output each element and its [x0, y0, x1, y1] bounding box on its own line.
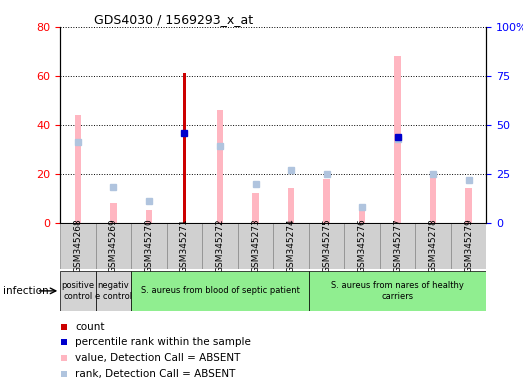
Text: GSM345270: GSM345270	[144, 218, 153, 273]
Text: GSM345274: GSM345274	[287, 218, 295, 273]
Bar	[344, 223, 380, 269]
Bar	[274, 223, 309, 269]
Bar	[146, 210, 152, 223]
Text: GSM345277: GSM345277	[393, 218, 402, 273]
Text: negativ
e control: negativ e control	[95, 281, 132, 301]
Bar	[309, 223, 344, 269]
Bar	[131, 271, 309, 311]
Text: rank, Detection Call = ABSENT: rank, Detection Call = ABSENT	[75, 369, 235, 379]
Bar	[60, 223, 96, 269]
Bar	[323, 179, 329, 223]
Bar	[394, 56, 401, 223]
Bar	[75, 115, 81, 223]
Bar	[238, 223, 274, 269]
Text: GSM345272: GSM345272	[215, 218, 224, 273]
Bar	[451, 223, 486, 269]
Text: percentile rank within the sample: percentile rank within the sample	[75, 337, 251, 347]
Text: infection: infection	[3, 286, 48, 296]
Bar	[430, 171, 436, 223]
Bar	[288, 189, 294, 223]
Bar	[309, 271, 486, 311]
Text: GSM345269: GSM345269	[109, 218, 118, 273]
Text: S. aureus from blood of septic patient: S. aureus from blood of septic patient	[141, 286, 300, 295]
Bar	[380, 223, 415, 269]
Text: GDS4030 / 1569293_x_at: GDS4030 / 1569293_x_at	[94, 13, 253, 26]
Text: count: count	[75, 322, 105, 332]
Bar	[60, 271, 96, 311]
Text: GSM345278: GSM345278	[429, 218, 438, 273]
Bar	[167, 223, 202, 269]
Bar	[359, 208, 365, 223]
Text: GSM345271: GSM345271	[180, 218, 189, 273]
Text: GSM345279: GSM345279	[464, 218, 473, 273]
Bar	[217, 110, 223, 223]
Text: value, Detection Call = ABSENT: value, Detection Call = ABSENT	[75, 353, 241, 363]
Text: GSM345276: GSM345276	[358, 218, 367, 273]
Bar	[252, 194, 259, 223]
Text: GSM345273: GSM345273	[251, 218, 260, 273]
Bar	[183, 73, 186, 223]
Bar	[96, 223, 131, 269]
Text: positive
control: positive control	[61, 281, 95, 301]
Bar	[202, 223, 238, 269]
Bar	[131, 223, 167, 269]
Text: GSM345268: GSM345268	[73, 218, 83, 273]
Bar	[96, 271, 131, 311]
Text: GSM345275: GSM345275	[322, 218, 331, 273]
Bar	[415, 223, 451, 269]
Text: S. aureus from nares of healthy
carriers: S. aureus from nares of healthy carriers	[331, 281, 464, 301]
Bar	[110, 203, 117, 223]
Bar	[465, 189, 472, 223]
